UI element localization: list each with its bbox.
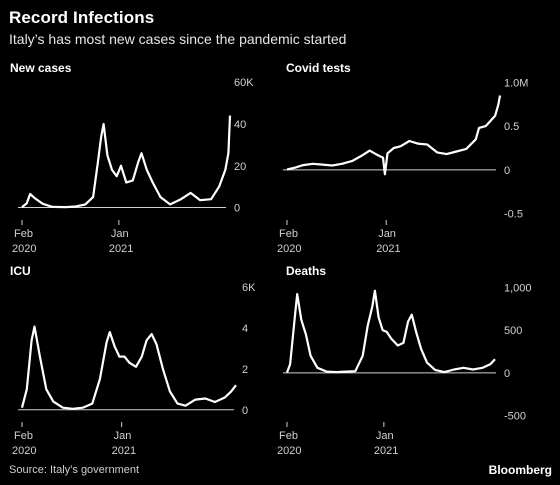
deaths-xtick-year: 2021 (374, 445, 398, 457)
covid-tests-ytick: 0.5 (504, 121, 519, 133)
new-cases-xtick-year: 2020 (12, 243, 36, 255)
covid-tests-ytick: 1.0M (504, 77, 528, 89)
deaths-ytick: 0 (504, 368, 510, 380)
deaths-ytick: 1,000 (504, 282, 532, 294)
covid-tests-panel: Covid tests 1.0M 0.5 0 -0.5 Feb 2020 Jan 2021 (277, 61, 528, 255)
new-cases-ytick: 20 (234, 161, 246, 173)
new-cases-panel: New cases 60K 40 20 0 Feb 2020 Jan 2021 (10, 61, 254, 255)
new-cases-xtick-year: 2021 (109, 243, 133, 255)
chart-title: Record Infections (9, 8, 155, 27)
icu-ytick: 2 (242, 364, 248, 376)
deaths-ytick: 500 (504, 325, 522, 337)
new-cases-xtick-label: Jan (111, 228, 129, 240)
icu-panel: ICU 6K 4 2 0 Feb 2020 Jan 2021 (10, 264, 256, 457)
icu-ytick: 6K (242, 282, 256, 294)
new-cases-ytick: 0 (234, 203, 240, 215)
icu-xtick-label: Feb (14, 430, 33, 442)
new-cases-xtick-label: Feb (14, 228, 33, 240)
icu-xtick-label: Jan (114, 430, 132, 442)
icu-ytick: 0 (242, 405, 248, 417)
icu-ytick: 4 (242, 323, 248, 335)
covid-tests-title: Covid tests (286, 61, 351, 75)
chart-subtitle: Italy’s has most new cases since the pan… (9, 31, 347, 47)
brand-logo: Bloomberg (488, 463, 552, 477)
covid-tests-xtick-year: 2021 (376, 243, 400, 255)
new-cases-title: New cases (10, 61, 72, 75)
deaths-xtick-label: Jan (376, 430, 394, 442)
icu-line (20, 325, 237, 410)
source-note: Source: Italy’s government (9, 464, 140, 476)
covid-tests-ytick: 0 (504, 165, 510, 177)
covid-tests-xtick-year: 2020 (277, 243, 301, 255)
deaths-ytick: -500 (504, 411, 526, 423)
icu-title: ICU (10, 264, 31, 278)
new-cases-line (21, 115, 232, 209)
deaths-panel: Deaths 1,000 500 0 -500 Feb 2020 Jan 2021 (277, 264, 532, 457)
deaths-xtick-year: 2020 (277, 445, 301, 457)
deaths-line (285, 289, 496, 374)
deaths-xtick-label: Feb (279, 430, 298, 442)
covid-tests-xtick-label: Jan (378, 228, 396, 240)
deaths-title: Deaths (286, 264, 326, 278)
icu-xtick-year: 2020 (12, 445, 36, 457)
covid-tests-ytick: -0.5 (504, 209, 523, 221)
icu-xtick-year: 2021 (112, 445, 136, 457)
covid-tests-line (286, 95, 502, 176)
covid-tests-xtick-label: Feb (279, 228, 298, 240)
new-cases-ytick: 40 (234, 119, 246, 131)
new-cases-ytick: 60K (234, 77, 254, 89)
